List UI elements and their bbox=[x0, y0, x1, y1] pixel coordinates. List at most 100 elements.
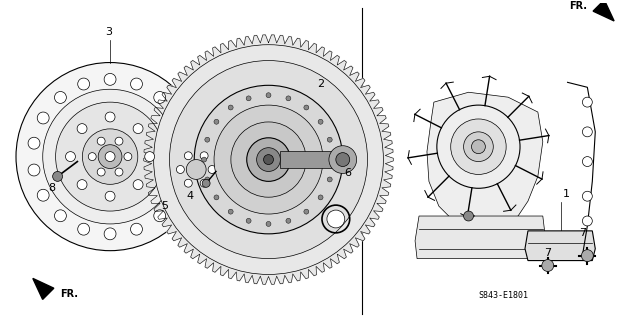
Circle shape bbox=[180, 137, 192, 149]
Circle shape bbox=[205, 177, 210, 182]
Polygon shape bbox=[33, 278, 54, 300]
Circle shape bbox=[180, 164, 192, 176]
Circle shape bbox=[336, 153, 349, 167]
Circle shape bbox=[43, 89, 177, 224]
Polygon shape bbox=[525, 231, 595, 261]
Circle shape bbox=[186, 160, 206, 179]
Circle shape bbox=[286, 96, 291, 101]
Circle shape bbox=[247, 138, 291, 182]
Text: 5: 5 bbox=[161, 201, 168, 211]
Circle shape bbox=[171, 189, 183, 201]
Circle shape bbox=[582, 97, 592, 107]
Circle shape bbox=[451, 119, 506, 174]
Circle shape bbox=[131, 223, 143, 235]
Circle shape bbox=[105, 191, 115, 201]
Circle shape bbox=[202, 179, 210, 187]
Circle shape bbox=[145, 152, 155, 161]
Circle shape bbox=[318, 195, 323, 200]
Circle shape bbox=[88, 153, 96, 160]
Circle shape bbox=[582, 157, 592, 167]
Circle shape bbox=[231, 122, 306, 197]
Text: FR.: FR. bbox=[60, 289, 78, 299]
Circle shape bbox=[16, 63, 204, 251]
Circle shape bbox=[104, 73, 116, 85]
Circle shape bbox=[228, 105, 233, 110]
Circle shape bbox=[195, 85, 343, 234]
Circle shape bbox=[214, 195, 219, 200]
Circle shape bbox=[131, 78, 143, 90]
Circle shape bbox=[172, 146, 220, 193]
Circle shape bbox=[115, 137, 123, 145]
Circle shape bbox=[318, 119, 323, 124]
Circle shape bbox=[170, 61, 367, 259]
Circle shape bbox=[581, 250, 593, 262]
Circle shape bbox=[56, 102, 164, 211]
Circle shape bbox=[105, 152, 115, 161]
Circle shape bbox=[472, 140, 485, 154]
FancyBboxPatch shape bbox=[280, 151, 343, 168]
Circle shape bbox=[115, 168, 123, 176]
Circle shape bbox=[327, 210, 345, 228]
Text: S843-E1801: S843-E1801 bbox=[478, 291, 528, 300]
Circle shape bbox=[329, 146, 356, 174]
Circle shape bbox=[330, 157, 335, 162]
Circle shape bbox=[97, 137, 105, 145]
Circle shape bbox=[202, 157, 207, 162]
Circle shape bbox=[228, 209, 233, 214]
Circle shape bbox=[286, 218, 291, 223]
Circle shape bbox=[582, 191, 592, 201]
Circle shape bbox=[437, 105, 520, 188]
Circle shape bbox=[28, 137, 40, 149]
Circle shape bbox=[184, 152, 192, 160]
Circle shape bbox=[184, 179, 192, 187]
Circle shape bbox=[77, 78, 90, 90]
Circle shape bbox=[77, 124, 87, 134]
Circle shape bbox=[28, 164, 40, 176]
Circle shape bbox=[154, 45, 383, 274]
Circle shape bbox=[52, 171, 63, 182]
Text: 4: 4 bbox=[186, 191, 193, 201]
Polygon shape bbox=[415, 216, 546, 259]
Circle shape bbox=[463, 211, 474, 221]
Circle shape bbox=[582, 127, 592, 137]
Text: 7: 7 bbox=[544, 248, 551, 258]
Circle shape bbox=[37, 112, 49, 124]
Polygon shape bbox=[427, 92, 543, 229]
Circle shape bbox=[98, 145, 122, 168]
Circle shape bbox=[214, 119, 219, 124]
Circle shape bbox=[154, 92, 166, 103]
Text: 8: 8 bbox=[49, 183, 56, 193]
Circle shape bbox=[177, 166, 184, 174]
Circle shape bbox=[97, 168, 105, 176]
Circle shape bbox=[77, 223, 90, 235]
Text: 2: 2 bbox=[317, 79, 324, 89]
Circle shape bbox=[133, 124, 143, 134]
Text: 3: 3 bbox=[106, 27, 113, 37]
Circle shape bbox=[54, 92, 67, 103]
Circle shape bbox=[124, 153, 132, 160]
Circle shape bbox=[266, 221, 271, 226]
Circle shape bbox=[582, 216, 592, 226]
Polygon shape bbox=[593, 0, 614, 21]
Circle shape bbox=[200, 152, 208, 160]
Polygon shape bbox=[144, 35, 393, 284]
Circle shape bbox=[304, 209, 309, 214]
Circle shape bbox=[37, 189, 49, 201]
Text: FR.: FR. bbox=[569, 1, 587, 11]
Circle shape bbox=[327, 177, 332, 182]
Circle shape bbox=[208, 166, 216, 174]
Circle shape bbox=[304, 105, 309, 110]
Circle shape bbox=[542, 260, 554, 271]
Circle shape bbox=[54, 210, 67, 222]
Circle shape bbox=[105, 112, 115, 122]
Circle shape bbox=[104, 228, 116, 240]
Circle shape bbox=[327, 137, 332, 142]
Circle shape bbox=[171, 112, 183, 124]
Circle shape bbox=[246, 96, 251, 101]
Circle shape bbox=[200, 179, 208, 187]
Circle shape bbox=[264, 155, 273, 165]
Text: 1: 1 bbox=[563, 189, 570, 199]
Circle shape bbox=[83, 129, 138, 184]
Circle shape bbox=[214, 105, 323, 214]
Text: 7: 7 bbox=[579, 228, 587, 238]
